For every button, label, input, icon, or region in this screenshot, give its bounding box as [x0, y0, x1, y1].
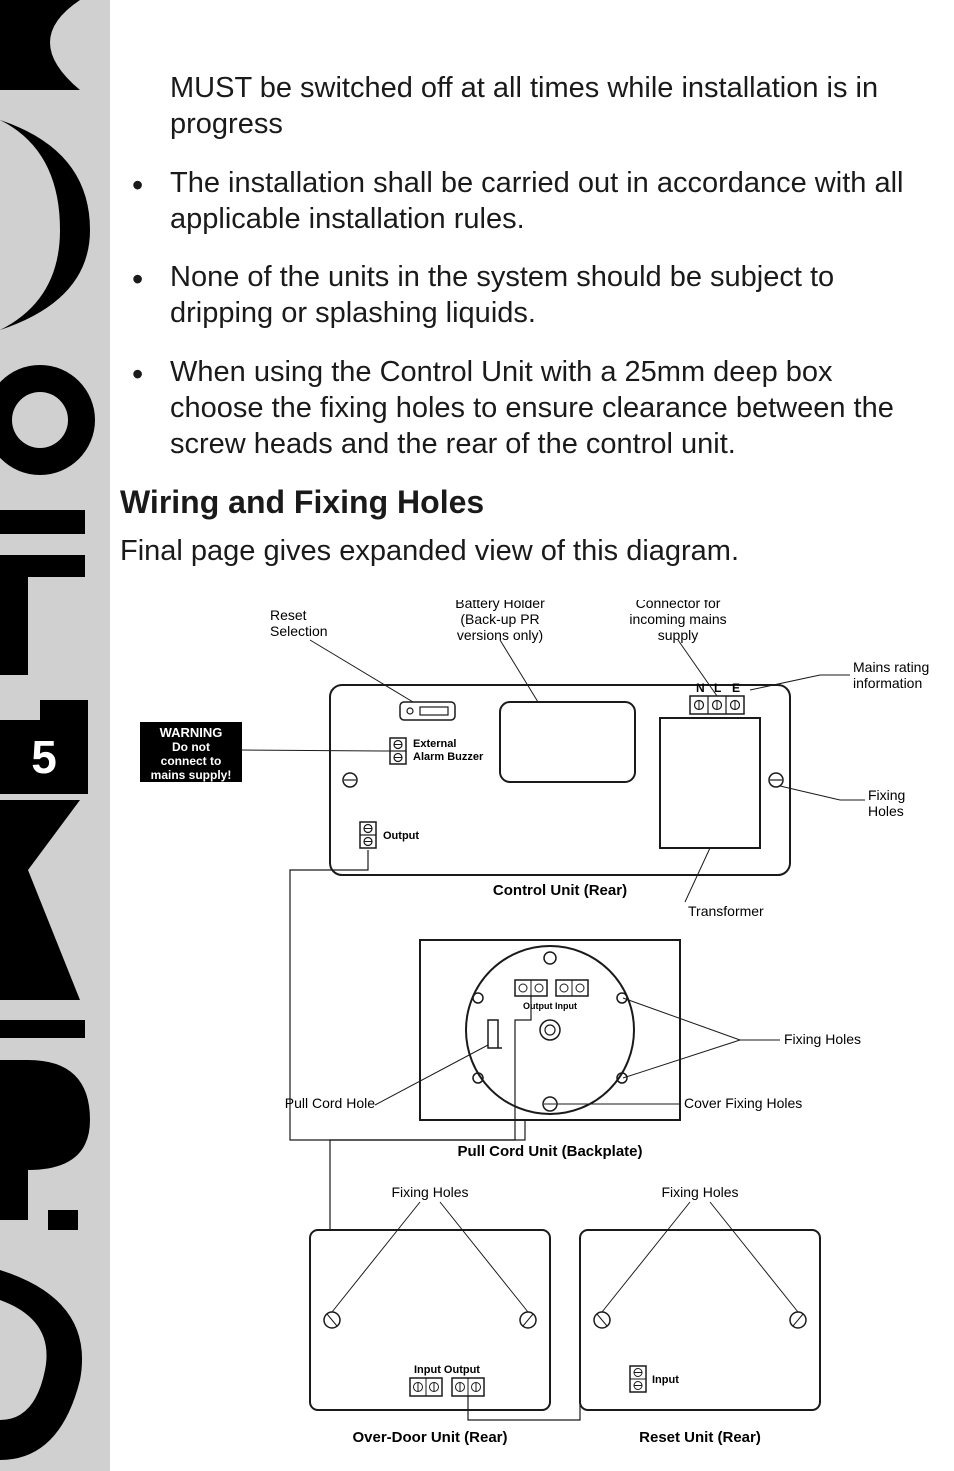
fixing-holes-r-l2: Holes — [868, 803, 904, 819]
section-intro: Final page gives expanded view of this d… — [120, 535, 924, 568]
mains-rating-l2: information — [853, 675, 922, 691]
warn-l1: WARNING — [160, 725, 223, 740]
control-unit: N L E External Alarm Buzzer — [330, 681, 790, 899]
reset-fixing-holes: Fixing Holes — [661, 1184, 738, 1200]
battery-l3: versions only) — [457, 627, 543, 643]
body-content: MUST be switched off at all times while … — [120, 70, 924, 578]
reset-unit: Input Fixing Holes Reset Unit (Rear) — [580, 1184, 820, 1446]
transformer-label: Transformer — [688, 903, 764, 919]
input-output-label: Input Output — [414, 1364, 480, 1376]
control-unit-title: Control Unit (Rear) — [493, 882, 627, 899]
warn-l4: mains supply! — [151, 768, 232, 782]
warn-l3: connect to — [161, 754, 222, 768]
section-heading: Wiring and Fixing Holes — [120, 484, 924, 521]
pull-cord-title: Pull Cord Unit (Backplate) — [457, 1143, 642, 1160]
page-number: 5 — [0, 720, 88, 794]
reset-input-label: Input — [652, 1374, 679, 1386]
bullet-2: None of the units in the system should b… — [120, 259, 924, 332]
connector-l3: supply — [658, 627, 698, 643]
battery-l2: (Back-up PR — [460, 611, 539, 627]
nle-n: N — [696, 681, 705, 695]
battery-l1: Battery Holder — [455, 600, 545, 611]
nle-e: E — [732, 681, 740, 695]
output-label: Output — [383, 830, 419, 842]
warn-l2: Do not — [172, 740, 210, 754]
over-door-title: Over-Door Unit (Rear) — [352, 1429, 507, 1446]
page-number-text: 5 — [31, 730, 57, 784]
mains-rating-l1: Mains rating — [853, 659, 929, 675]
fixing-holes-r-l1: Fixing — [868, 787, 905, 803]
pull-cord-unit: Output Input Pull Cord Unit (Backplate) — [420, 940, 680, 1160]
bullet-1: The installation shall be carried out in… — [120, 165, 924, 238]
external-alarm-l2: Alarm Buzzer — [413, 751, 484, 763]
bullet-3: When using the Control Unit with a 25mm … — [120, 354, 924, 463]
od-fixing-holes: Fixing Holes — [391, 1184, 468, 1200]
pull-cord-hole-label: Pull Cord Hole — [285, 1095, 375, 1111]
connector-l2: incoming mains — [629, 611, 726, 627]
lead-in-paragraph: MUST be switched off at all times while … — [120, 70, 924, 143]
external-alarm-l1: External — [413, 738, 456, 750]
reset-selection-l1: Reset — [270, 607, 307, 623]
reset-selection-l2: Selection — [270, 623, 328, 639]
wiring-diagram: N L E External Alarm Buzzer — [120, 600, 940, 1460]
pc-fixing-holes: Fixing Holes — [784, 1031, 861, 1047]
cover-fixing-holes-label: Cover Fixing Holes — [684, 1095, 802, 1111]
connector-l1: Connector for — [636, 600, 721, 611]
reset-unit-title: Reset Unit (Rear) — [639, 1429, 761, 1446]
